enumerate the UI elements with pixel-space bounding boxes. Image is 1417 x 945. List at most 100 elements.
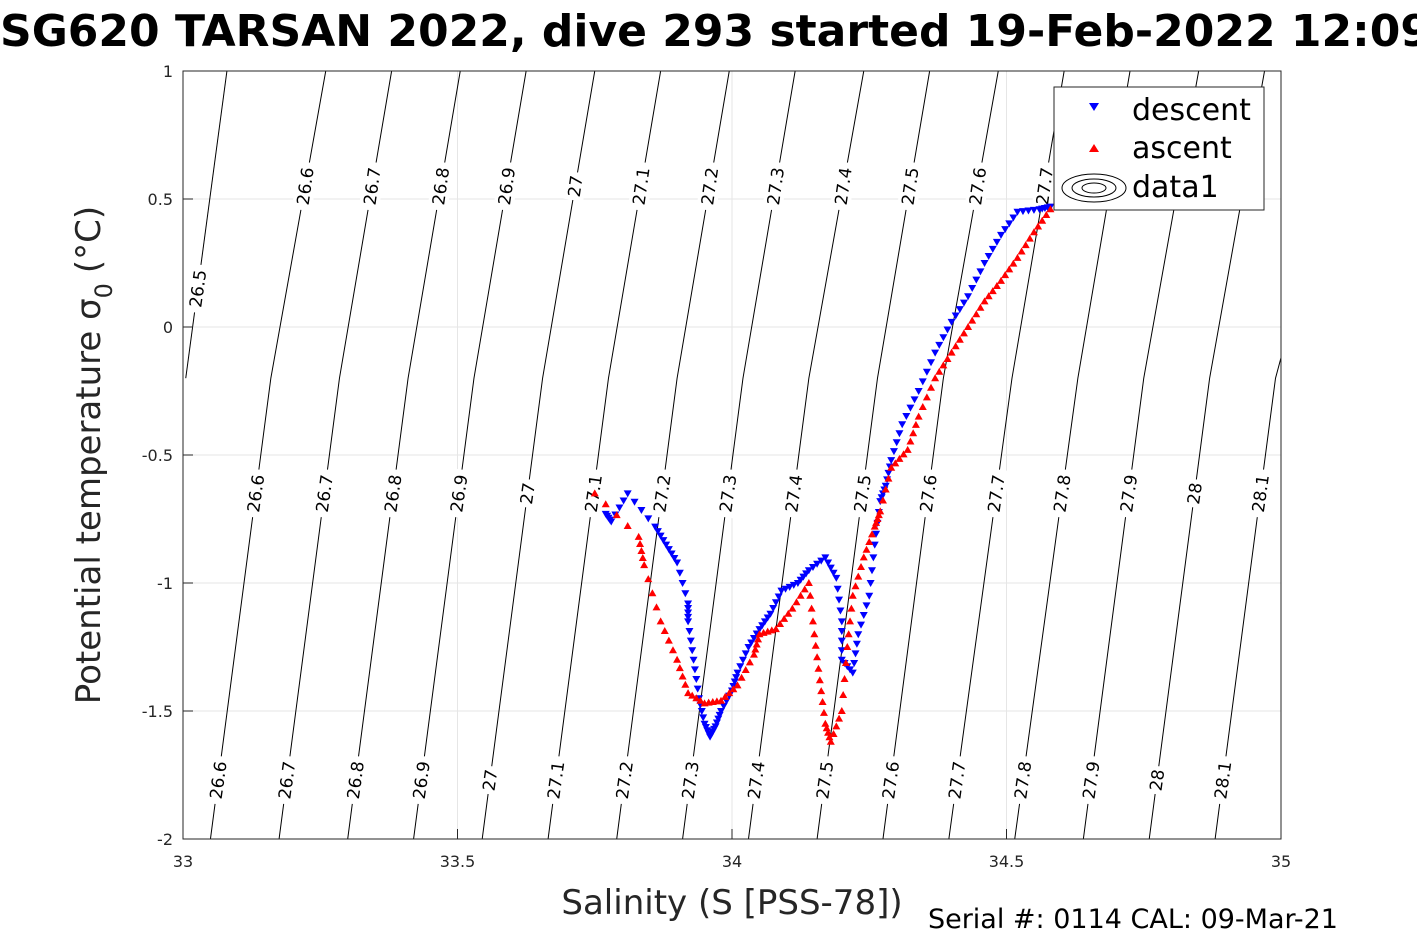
descent-point xyxy=(738,656,747,664)
ascent-point xyxy=(601,500,610,508)
ascent-point xyxy=(634,532,643,540)
ascent-point xyxy=(829,730,838,738)
contour-label: 26.6 xyxy=(204,754,232,806)
descent-point xyxy=(744,644,753,651)
ascent-point xyxy=(992,282,1001,290)
ascent-point xyxy=(788,604,797,612)
descent-point xyxy=(678,580,687,587)
descent-point xyxy=(837,618,846,626)
ascent-point xyxy=(819,708,828,716)
x-axis-label: Salinity (S [PSS-78]) xyxy=(561,883,902,923)
contour-label-bg xyxy=(896,161,924,212)
legend-descent-marker xyxy=(1089,103,1099,111)
ascent-point xyxy=(733,681,742,689)
descent-point xyxy=(733,669,742,677)
ascent-point xyxy=(840,675,849,682)
ascent-point xyxy=(656,617,665,625)
contour-label-text: 27 xyxy=(565,174,588,198)
descent-point xyxy=(992,238,1001,246)
ascent-point xyxy=(780,614,789,622)
descent-point xyxy=(813,560,822,568)
descent-point xyxy=(673,559,682,567)
contour-label-bg xyxy=(342,754,369,806)
ascent-point xyxy=(935,367,944,375)
contour-label-bg xyxy=(1077,754,1105,806)
ascent-point xyxy=(796,591,805,599)
descent-point xyxy=(836,607,845,615)
x-tick-label: 33.5 xyxy=(440,852,476,871)
contour-label-bg xyxy=(427,161,454,212)
ascent-point xyxy=(660,627,669,634)
ascent-point xyxy=(725,689,734,697)
contour-label-bg xyxy=(273,754,301,806)
ascent-point xyxy=(959,329,968,337)
ascent-point xyxy=(684,689,693,697)
y-axis-label-unit: (°C) xyxy=(69,206,109,273)
contour-label-bg xyxy=(1115,468,1142,519)
y-tick-label: -2 xyxy=(157,830,173,849)
ascent-point xyxy=(980,297,989,305)
contour-label-bg xyxy=(1145,764,1169,796)
ascent-point xyxy=(874,511,883,519)
ascent-point xyxy=(881,485,890,493)
ascent-point xyxy=(776,619,785,627)
descent-point xyxy=(685,628,694,635)
descent-point xyxy=(852,640,861,648)
descent-point xyxy=(623,490,632,498)
ascent-point xyxy=(673,655,682,663)
contour-label: 27.2 xyxy=(648,468,676,519)
descent-point xyxy=(866,580,875,587)
ascent-point xyxy=(968,316,977,324)
ascent-point xyxy=(813,653,822,661)
descent-point xyxy=(607,518,616,526)
ascent-point xyxy=(771,625,780,633)
descent-point xyxy=(656,532,665,540)
ascent-point xyxy=(851,582,860,590)
descent-point xyxy=(689,656,698,664)
contour-label-bg xyxy=(542,754,570,806)
descent-point xyxy=(892,439,901,447)
ascent-point xyxy=(867,530,876,538)
ascent-point xyxy=(943,355,952,362)
descent-point xyxy=(832,574,841,582)
descent-point xyxy=(684,609,693,617)
ascent-point xyxy=(876,507,885,515)
contour-label-bg xyxy=(408,754,435,806)
contour-label-bg xyxy=(877,754,904,806)
contour-label: 27.9 xyxy=(1115,468,1142,519)
ascent-point xyxy=(1034,222,1043,230)
ascent-point xyxy=(899,450,908,458)
ascent-point xyxy=(1025,234,1034,242)
ascent-point xyxy=(988,287,997,295)
descent-point xyxy=(939,334,948,342)
contour-label-text: 27 xyxy=(480,768,503,792)
x-tick-label: 34 xyxy=(722,852,742,871)
ascent-point xyxy=(1021,241,1030,249)
ascent-point xyxy=(878,496,887,504)
descent-point xyxy=(947,318,956,326)
descent-point xyxy=(988,245,997,253)
contour-label-bg xyxy=(445,468,473,519)
contour-label: 28 xyxy=(1145,764,1169,796)
contour-label: 27.3 xyxy=(762,161,789,212)
descent-point xyxy=(927,359,936,367)
descent-point xyxy=(870,541,879,549)
descent-point xyxy=(808,564,817,571)
y-axis-label-main: Potential temperature σ xyxy=(69,298,109,704)
contour-label-text: 28 xyxy=(1184,481,1207,505)
contour-label-bg xyxy=(563,170,588,202)
descent-point xyxy=(659,537,668,545)
descent-point xyxy=(943,326,952,334)
ascent-point xyxy=(752,640,761,648)
ascent-point xyxy=(817,687,826,695)
ascent-point xyxy=(947,348,956,356)
descent-point xyxy=(630,498,639,506)
ascent-point xyxy=(841,659,850,666)
descent-point xyxy=(922,368,931,376)
contour-label: 27.1 xyxy=(542,754,570,806)
ascent-point xyxy=(1038,216,1047,224)
legend-data1-label: data1 xyxy=(1132,170,1219,205)
contour-label-bg xyxy=(696,161,723,212)
ascent-point xyxy=(922,393,931,401)
contour-label: 28 xyxy=(1182,478,1207,509)
